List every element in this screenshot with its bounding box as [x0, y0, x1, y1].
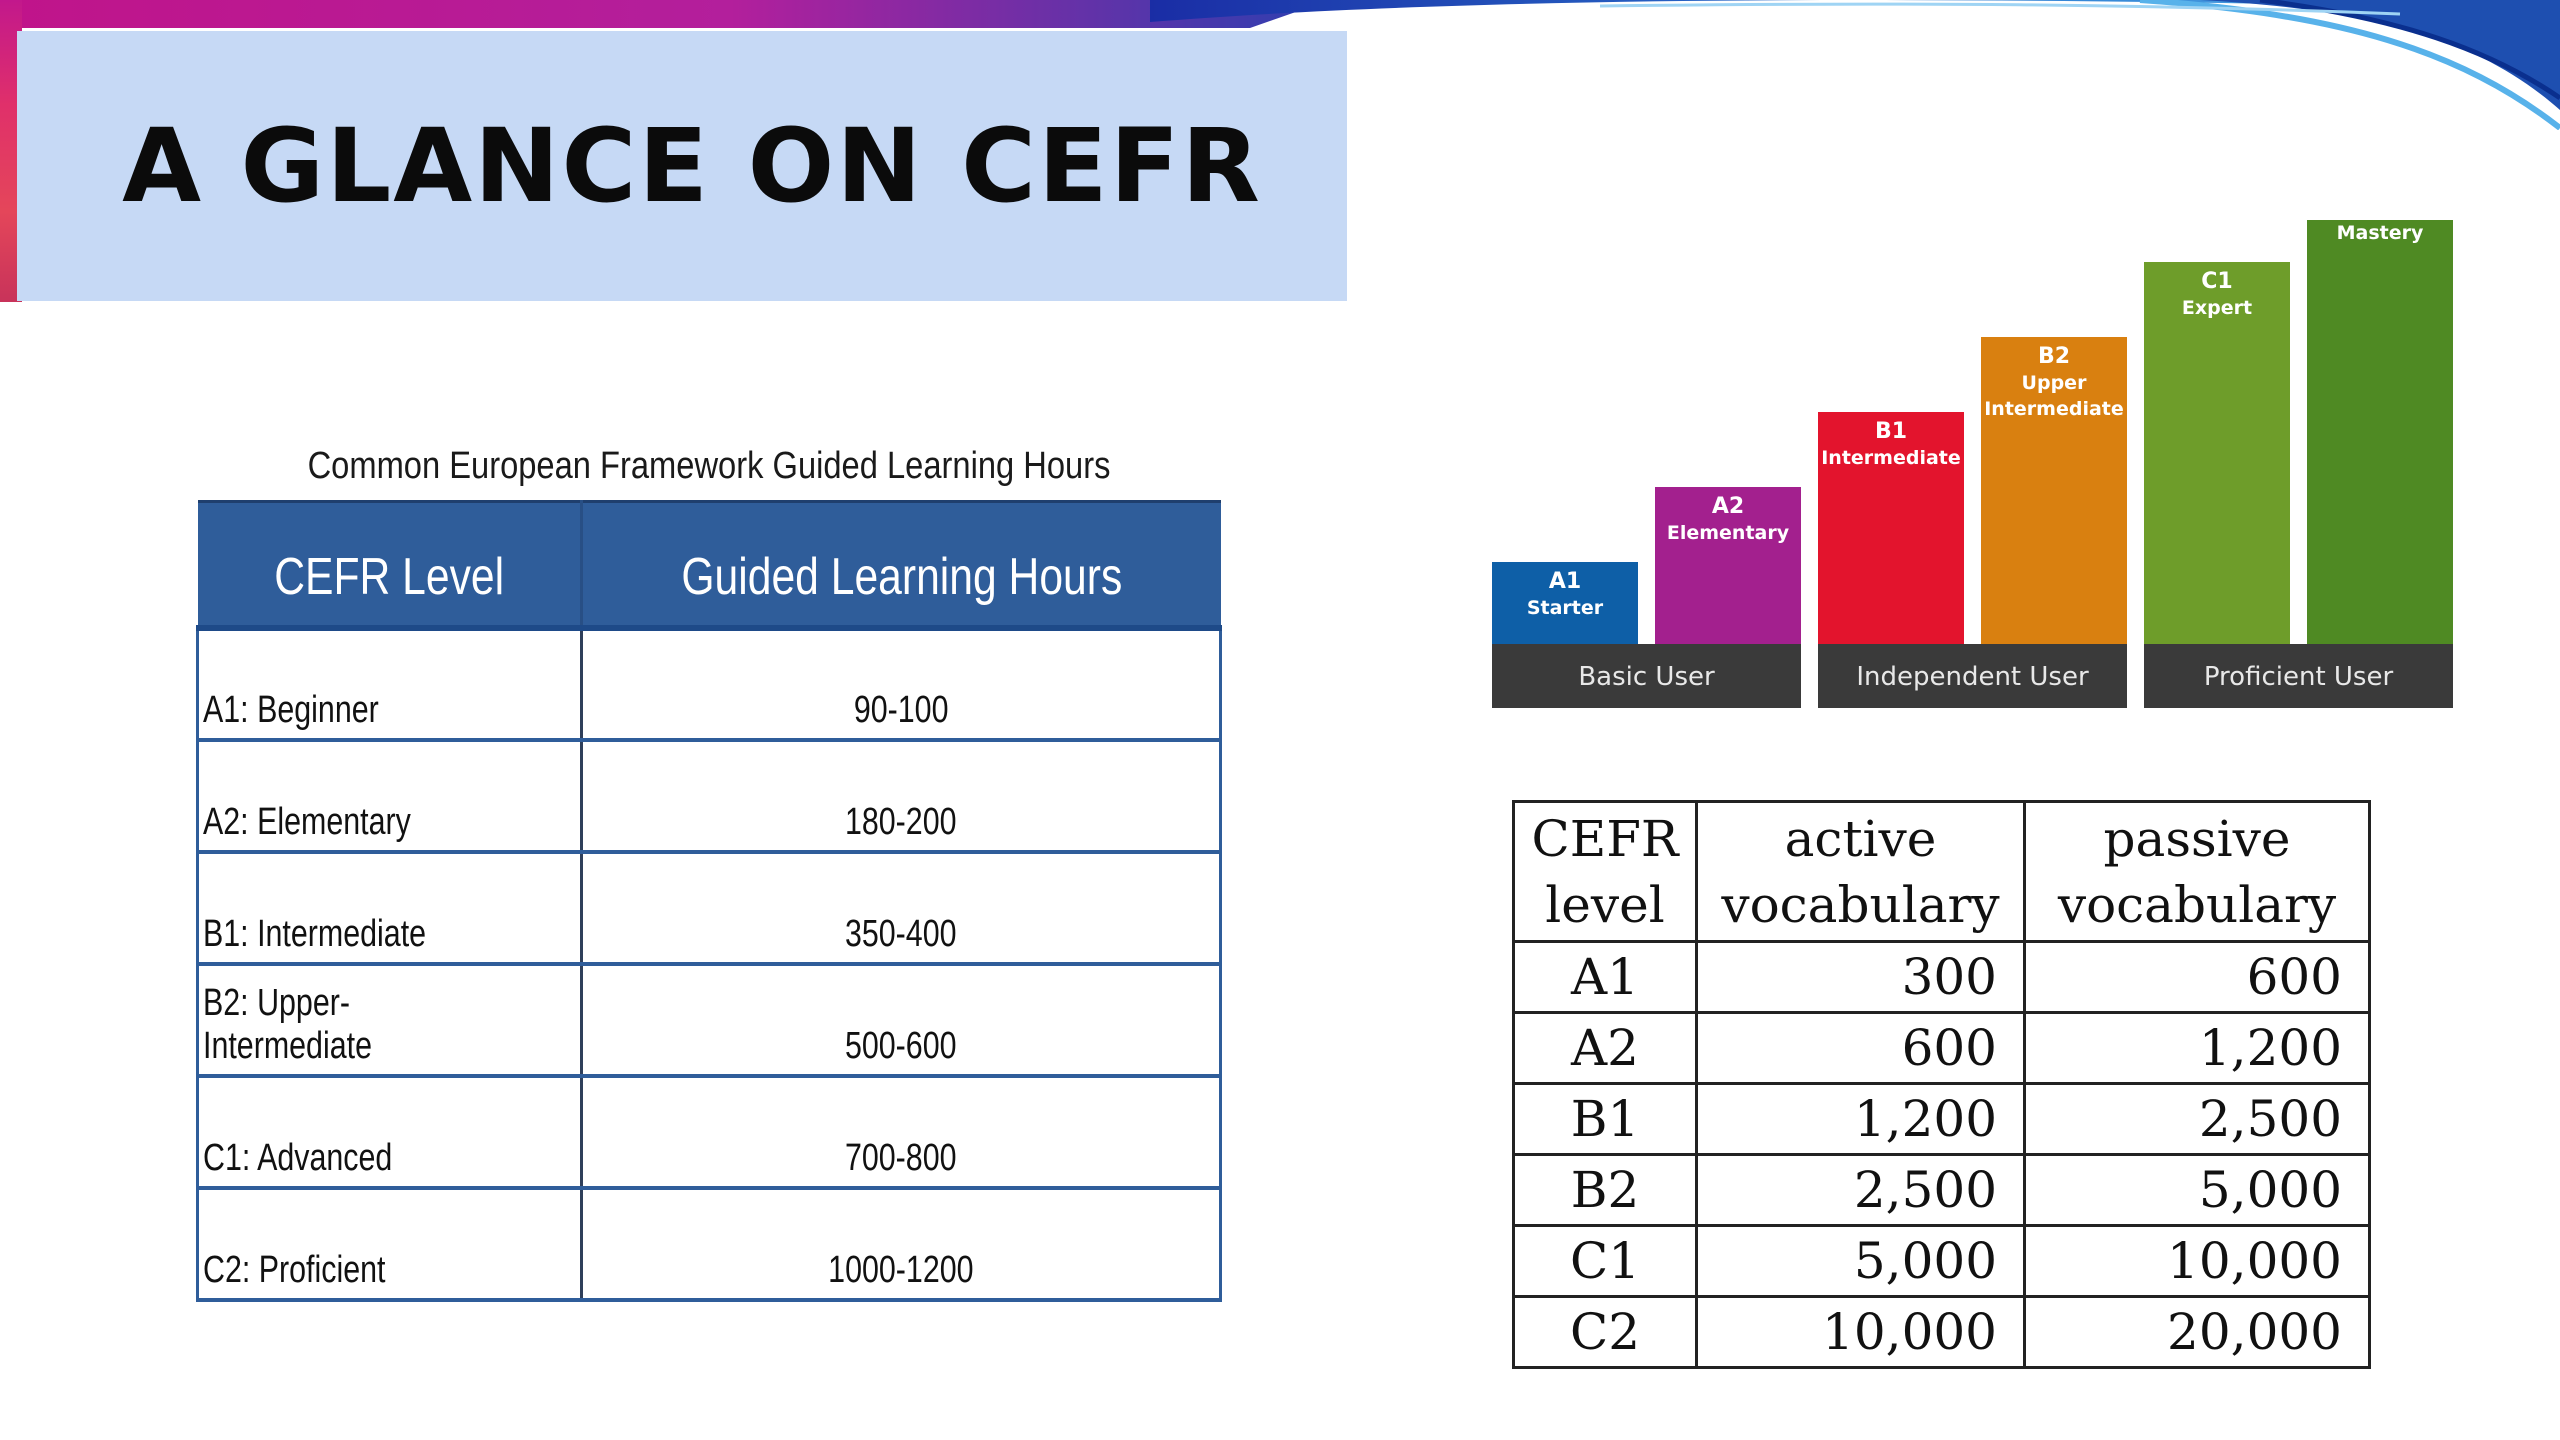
- table-row: C1 5,000 10,000: [1512, 1224, 2371, 1298]
- user-group-band: [2144, 644, 2453, 708]
- passive-cell: 20,000: [2023, 1295, 2371, 1369]
- passive-cell: 10,000: [2023, 1224, 2371, 1298]
- level-cell: C2: Proficient: [196, 1187, 582, 1302]
- level-bar-c2: [2307, 220, 2453, 646]
- vocabulary-table: CEFR level active vocabulary passive vocabu…: [1512, 800, 2371, 1369]
- hours-cell: 180-200: [580, 739, 1222, 854]
- passive-cell: 1,200: [2023, 1011, 2371, 1085]
- level-bar-code: B2: [2038, 344, 2070, 369]
- top-decorative-stripes: [0, 0, 2560, 130]
- table-row: A1: Beginner 90-100: [196, 627, 1222, 742]
- user-group-band: [1492, 644, 1801, 708]
- user-group-band: [1818, 644, 2127, 708]
- table-row: B1 1,200 2,500: [1512, 1082, 2371, 1156]
- level-cell: A1: Beginner: [196, 627, 582, 742]
- active-cell: 5,000: [1695, 1224, 2026, 1298]
- level-bar-descriptor: Starter: [1527, 597, 1604, 619]
- table-row: A1 300 600: [1512, 940, 2371, 1014]
- user-group-label: Basic User: [1578, 662, 1715, 692]
- level-bar-descriptor: Expert: [2182, 297, 2252, 319]
- active-cell: 10,000: [1695, 1295, 2026, 1369]
- level-bar-b2: [1981, 337, 2127, 646]
- column-header-level: CEFR Level: [197, 500, 583, 631]
- active-cell: 300: [1695, 940, 2026, 1014]
- table-row: A2: Elementary 180-200: [196, 739, 1222, 854]
- active-cell: 600: [1695, 1011, 2026, 1085]
- level-cell: A2: [1512, 1011, 1698, 1085]
- hours-cell: 700-800: [580, 1075, 1222, 1190]
- cefr-level-chart: A1 Starter A2 Elementary B1 Intermediate B2 Upp…: [1492, 220, 2453, 708]
- level-bar-descriptor: Intermediate: [1821, 447, 1961, 469]
- table-header-row: CEFR Level Guided Learning Hours: [197, 500, 1221, 631]
- level-bar-a2: [1655, 487, 1801, 646]
- level-bar-c1: [2144, 262, 2290, 646]
- table-row: A2 600 1,200: [1512, 1011, 2371, 1085]
- passive-cell: 2,500: [2023, 1082, 2371, 1156]
- hours-cell: 1000-1200: [580, 1187, 1222, 1302]
- hours-cell: 90-100: [580, 627, 1222, 742]
- column-header-active-vocabulary: active vocabulary: [1695, 800, 2026, 943]
- level-bar-descriptor: Mastery: [2337, 222, 2424, 244]
- left-accent-strip: [0, 0, 22, 302]
- table-row: C2 10,000 20,000: [1512, 1295, 2371, 1369]
- level-bar-code: A2: [1712, 494, 1744, 519]
- column-header-hours: Guided Learning Hours: [581, 500, 1221, 631]
- table-header-row: CEFR level active vocabulary passive vocabu…: [1512, 800, 2371, 943]
- passive-cell: 600: [2023, 940, 2371, 1014]
- passive-cell: 5,000: [2023, 1153, 2371, 1227]
- active-cell: 2,500: [1695, 1153, 2026, 1227]
- level-bar-a1: [1492, 562, 1638, 646]
- level-bar-code: B1: [1875, 419, 1907, 444]
- level-cell: B1: [1512, 1082, 1698, 1156]
- column-header-passive-vocabulary: passive vocabulary: [2023, 800, 2371, 943]
- level-cell: C2: [1512, 1295, 1698, 1369]
- level-cell: B2: [1512, 1153, 1698, 1227]
- user-group-label: Independent User: [1856, 662, 2089, 692]
- level-cell: B1: Intermediate: [196, 851, 582, 966]
- level-bar-descriptor: Upper: [2022, 372, 2088, 394]
- level-bar-code: C1: [2201, 269, 2232, 294]
- level-cell: B2: Upper-Intermediate: [196, 963, 582, 1078]
- column-header-cefr-level: CEFR level: [1512, 800, 1698, 943]
- table-row: C1: Advanced 700-800: [196, 1075, 1222, 1190]
- level-cell: A2: Elementary: [196, 739, 582, 854]
- slide-title: A GLANCE ON CEFR: [122, 106, 1262, 226]
- level-bar-b1: [1818, 412, 1964, 646]
- hours-table-caption: Common European Framework Guided Learnin…: [307, 445, 1111, 487]
- level-bar-descriptor: Elementary: [1667, 522, 1790, 544]
- level-cell: A1: [1512, 940, 1698, 1014]
- hours-cell: 350-400: [580, 851, 1222, 966]
- level-bar-descriptor: Intermediate: [1984, 398, 2124, 420]
- level-bar-code: A1: [1549, 569, 1581, 594]
- table-row: C2: Proficient 1000-1200: [196, 1187, 1222, 1302]
- table-row: B2 2,500 5,000: [1512, 1153, 2371, 1227]
- level-cell: C1: Advanced: [196, 1075, 582, 1190]
- active-cell: 1,200: [1695, 1082, 2026, 1156]
- user-group-label: Proficient User: [2204, 662, 2394, 692]
- hours-cell: 500-600: [580, 963, 1222, 1078]
- table-row: B2: Upper-Intermediate 500-600: [196, 963, 1222, 1078]
- guided-learning-hours-table: CEFR Level Guided Learning Hours A1: Beg…: [196, 500, 1222, 1302]
- title-banner: A GLANCE ON CEFR: [17, 31, 1347, 301]
- level-cell: C1: [1512, 1224, 1698, 1298]
- table-row: B1: Intermediate 350-400: [196, 851, 1222, 966]
